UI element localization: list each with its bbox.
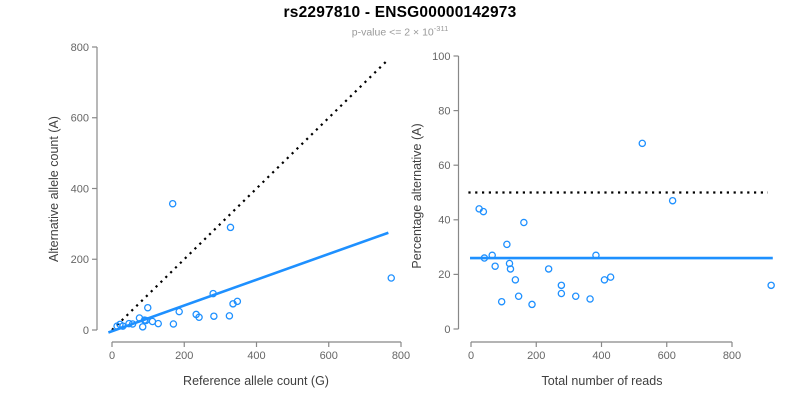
data-point <box>511 276 520 284</box>
right-plot-yaxis-label: Percentage alternative (A) <box>410 123 424 269</box>
data-point <box>503 240 511 249</box>
y-tick-label: 100 <box>432 51 450 63</box>
pvalue-text: p-value <= 2 × 10 <box>351 26 434 39</box>
data-point <box>557 289 566 298</box>
left-plot-yaxis-label: Alternative allele count (A) <box>47 116 61 262</box>
y-tick-label: 20 <box>438 269 450 281</box>
x-tick-label: 400 <box>592 350 610 362</box>
data-point <box>528 300 536 309</box>
data-point <box>209 289 217 298</box>
y-tick-label: 800 <box>71 42 89 54</box>
data-point <box>571 292 580 300</box>
y-tick-label: 80 <box>438 105 450 117</box>
y-tick-label: 0 <box>444 324 450 336</box>
data-point <box>138 323 147 331</box>
pvalue-exponent: -311 <box>433 24 449 33</box>
pvalue-subtitle: p-value <= 2 × 10-311 <box>0 24 800 39</box>
data-point <box>488 251 496 260</box>
x-tick-label: 200 <box>175 350 193 362</box>
data-point <box>480 254 489 262</box>
x-tick-label: 600 <box>658 350 676 362</box>
data-point <box>387 274 395 282</box>
data-point <box>226 223 235 232</box>
data-point <box>233 297 242 306</box>
data-point <box>668 196 677 205</box>
data-point <box>154 319 162 328</box>
data-point <box>125 319 133 328</box>
data-point <box>586 295 594 303</box>
data-point <box>144 303 152 312</box>
data-point <box>638 139 647 148</box>
y-tick-label: 400 <box>71 183 89 195</box>
data-point <box>175 307 183 316</box>
data-point <box>168 199 177 208</box>
data-point <box>119 322 127 330</box>
data-point <box>497 297 506 306</box>
data-point <box>195 313 203 322</box>
y-tick-label: 0 <box>83 325 89 337</box>
x-tick-label: 600 <box>320 350 338 362</box>
x-tick-label: 0 <box>468 350 474 362</box>
x-tick-label: 400 <box>247 350 265 362</box>
y-tick-label: 200 <box>71 254 89 266</box>
data-point <box>600 276 609 284</box>
data-point <box>479 207 488 216</box>
data-point <box>592 251 600 260</box>
left-plot-xaxis-label: Reference allele count (G) <box>183 374 329 388</box>
data-point <box>544 265 553 273</box>
y-tick-label: 600 <box>71 113 89 125</box>
x-tick-label: 800 <box>723 350 741 362</box>
data-point <box>506 265 515 273</box>
data-point <box>128 320 137 328</box>
regression-line <box>107 231 389 334</box>
right-plot-xaxis-label: Total number of reads <box>541 374 663 388</box>
data-point <box>491 262 499 270</box>
data-point <box>767 281 775 290</box>
y-tick-label: 40 <box>438 215 450 227</box>
data-point <box>606 273 615 281</box>
data-point <box>514 292 523 300</box>
x-tick-label: 200 <box>527 350 545 362</box>
y-tick-label: 60 <box>438 160 450 172</box>
x-tick-label: 0 <box>109 350 115 362</box>
x-tick-label: 800 <box>392 350 410 362</box>
data-point <box>210 312 218 320</box>
data-point <box>169 320 178 328</box>
figure-title: rs2297810 - ENSG00000142973 <box>283 4 517 21</box>
data-point <box>557 281 566 290</box>
data-point <box>520 218 528 227</box>
data-point <box>225 312 234 320</box>
identity-line <box>111 58 390 331</box>
